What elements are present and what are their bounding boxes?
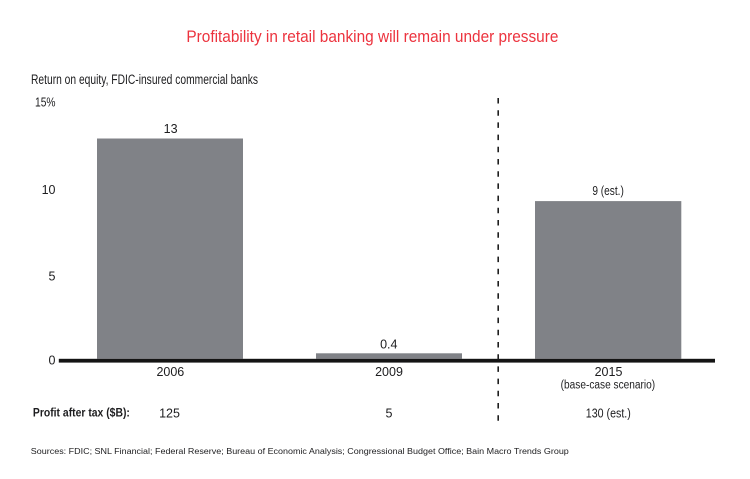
- svg-text:Profit after tax ($B):: Profit after tax ($B):: [33, 406, 130, 420]
- svg-text:5: 5: [386, 406, 393, 420]
- svg-text:5: 5: [49, 270, 56, 284]
- svg-text:2006: 2006: [156, 365, 184, 379]
- svg-text:Return on equity, FDIC-insured: Return on equity, FDIC-insured commercia…: [31, 72, 258, 87]
- svg-text:0.4: 0.4: [380, 338, 397, 352]
- svg-text:0: 0: [49, 354, 56, 368]
- svg-text:(base-case scenario): (base-case scenario): [561, 380, 656, 392]
- svg-text:125: 125: [159, 406, 180, 420]
- svg-text:2009: 2009: [375, 365, 403, 379]
- svg-text:13: 13: [164, 122, 178, 136]
- svg-text:Sources: FDIC; SNL Financial;: Sources: FDIC; SNL Financial; Federal Re…: [31, 446, 569, 456]
- svg-text:Profitability in retail bankin: Profitability in retail banking will rem…: [186, 27, 558, 46]
- svg-text:15%: 15%: [35, 96, 56, 110]
- svg-text:2015: 2015: [595, 365, 623, 379]
- svg-text:9 (est.): 9 (est.): [592, 184, 624, 198]
- svg-text:130 (est.): 130 (est.): [586, 406, 631, 420]
- svg-text:10: 10: [42, 183, 56, 197]
